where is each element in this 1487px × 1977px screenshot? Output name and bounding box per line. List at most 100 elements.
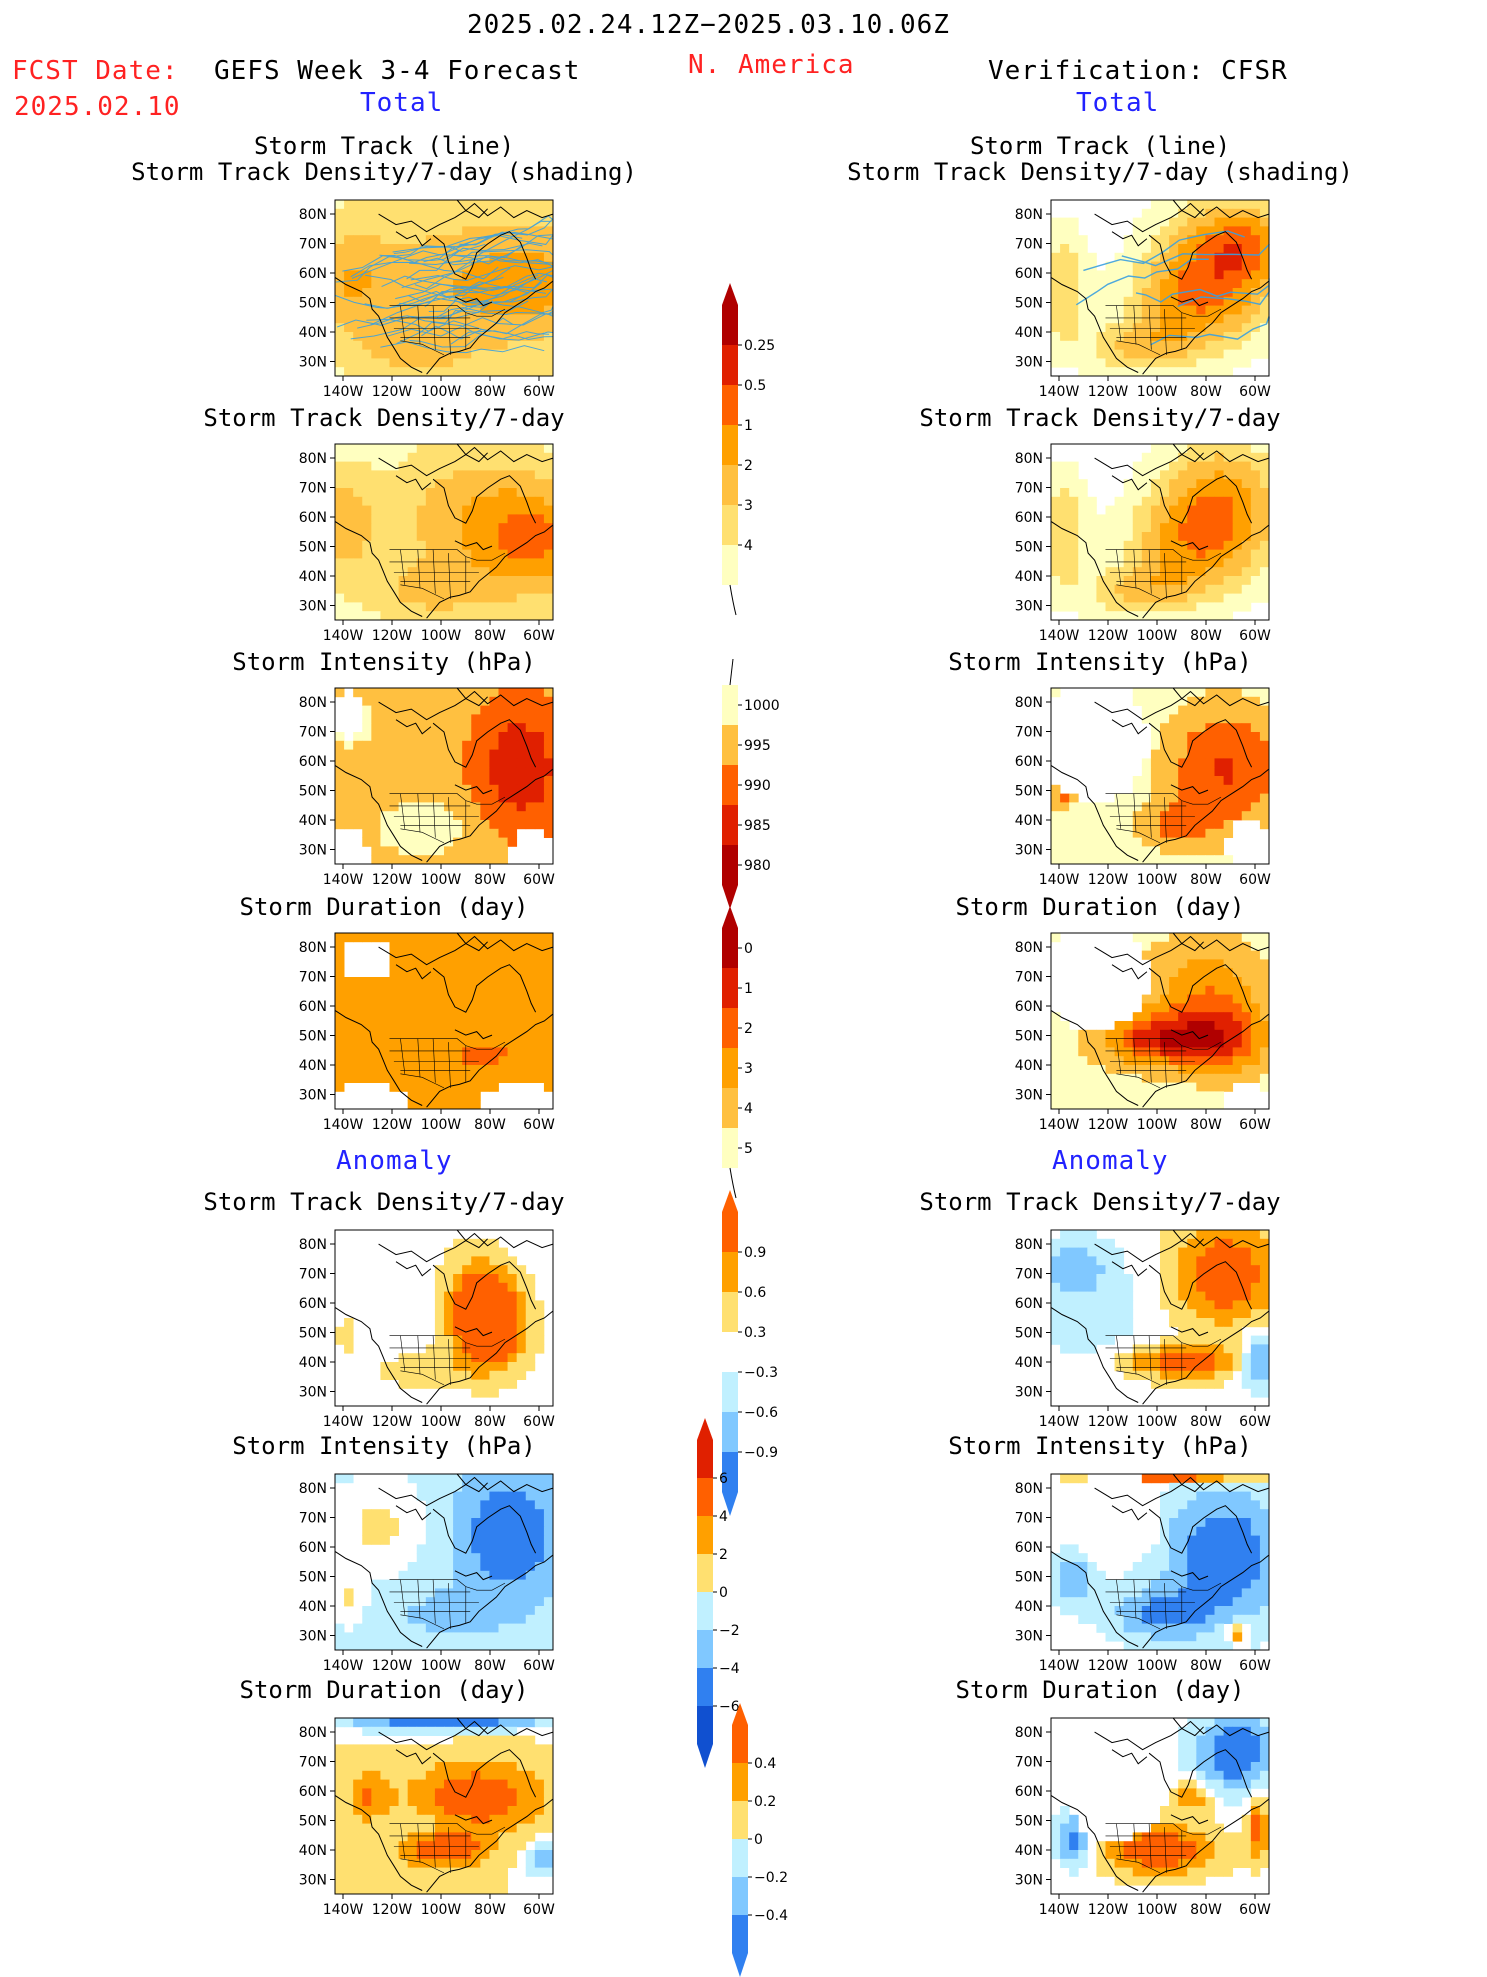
grid-cell bbox=[1096, 314, 1105, 323]
grid-cell bbox=[408, 444, 417, 453]
grid-cell bbox=[435, 453, 444, 462]
grid-cell bbox=[1160, 358, 1169, 367]
grid-cell bbox=[1115, 532, 1124, 541]
grid-cell bbox=[1151, 951, 1160, 960]
grid-cell bbox=[1078, 1344, 1087, 1353]
grid-cell bbox=[344, 986, 353, 995]
grid-cell bbox=[535, 1606, 544, 1615]
grid-cell bbox=[371, 1597, 380, 1606]
grid-cell bbox=[1151, 576, 1160, 585]
grid-cell bbox=[1260, 951, 1269, 960]
lon-label: 60W bbox=[1239, 628, 1271, 644]
grid-cell bbox=[535, 767, 544, 776]
grid-cell bbox=[1069, 829, 1078, 838]
grid-cell bbox=[453, 218, 462, 227]
grid-cell bbox=[1187, 1100, 1196, 1109]
grid-cell bbox=[353, 462, 362, 471]
grid-cell bbox=[517, 1003, 526, 1012]
grid-cell bbox=[1196, 767, 1205, 776]
grid-cell bbox=[1169, 550, 1178, 559]
grid-cell bbox=[444, 697, 453, 706]
grid-cell bbox=[1178, 550, 1187, 559]
grid-cell bbox=[1187, 244, 1196, 253]
grid-cell bbox=[1160, 1509, 1169, 1518]
lat-label: 30N bbox=[1015, 355, 1043, 371]
grid-cell bbox=[517, 576, 526, 585]
grid-cell bbox=[1224, 594, 1233, 603]
grid-cell bbox=[353, 1003, 362, 1012]
grid-cell bbox=[1224, 1474, 1233, 1483]
grid-cell bbox=[480, 1065, 489, 1074]
lon-label: 80W bbox=[474, 1414, 506, 1430]
grid-cell bbox=[390, 576, 399, 585]
grid-cell bbox=[499, 1309, 508, 1318]
grid-cell bbox=[480, 1388, 489, 1397]
grid-cell bbox=[1196, 470, 1205, 479]
lat-label: 70N bbox=[1015, 970, 1043, 986]
grid-cell bbox=[517, 1632, 526, 1641]
grid-cell bbox=[453, 602, 462, 611]
grid-cell bbox=[499, 1248, 508, 1257]
grid-cell bbox=[526, 933, 535, 942]
grid-cell bbox=[444, 1500, 453, 1509]
grid-cell bbox=[1060, 514, 1069, 523]
grid-cell bbox=[508, 1274, 517, 1283]
grid-cell bbox=[1160, 585, 1169, 594]
grid-cell bbox=[1205, 1256, 1214, 1265]
grid-cell bbox=[1260, 1344, 1269, 1353]
grid-cell bbox=[1251, 226, 1260, 235]
grid-cell bbox=[499, 986, 508, 995]
grid-cell bbox=[344, 288, 353, 297]
grid-cell bbox=[1251, 794, 1260, 803]
grid-cell bbox=[1096, 1283, 1105, 1292]
grid-cell bbox=[1260, 714, 1269, 723]
grid-cell bbox=[1087, 576, 1096, 585]
grid-cell bbox=[1124, 550, 1133, 559]
grid-cell bbox=[371, 209, 380, 218]
grid-cell bbox=[480, 514, 489, 523]
grid-cell bbox=[1260, 218, 1269, 227]
grid-cell bbox=[526, 470, 535, 479]
grid-cell bbox=[1069, 1562, 1078, 1571]
grid-cell bbox=[1151, 741, 1160, 750]
grid-cell bbox=[1096, 594, 1105, 603]
grid-cell bbox=[544, 611, 553, 620]
grid-cell bbox=[1142, 820, 1151, 829]
grid-cell bbox=[435, 611, 444, 620]
grid-cell bbox=[1196, 933, 1205, 942]
grid-cell bbox=[453, 1065, 462, 1074]
grid-cell bbox=[1087, 367, 1096, 376]
grid-cell bbox=[335, 1624, 344, 1633]
grid-cell bbox=[544, 758, 553, 767]
grid-cell bbox=[453, 1641, 462, 1650]
grid-cell bbox=[489, 1536, 498, 1545]
grid-cell bbox=[417, 776, 426, 785]
grid-cell bbox=[1196, 444, 1205, 453]
grid-cell bbox=[508, 986, 517, 995]
grid-cell bbox=[1078, 279, 1087, 288]
grid-cell bbox=[1051, 350, 1060, 359]
grid-cell bbox=[1087, 1300, 1096, 1309]
grid-cell bbox=[417, 1021, 426, 1030]
grid-cell bbox=[362, 1012, 371, 1021]
grid-cell bbox=[380, 986, 389, 995]
grid-cell bbox=[1051, 532, 1060, 541]
grid-cell bbox=[453, 1536, 462, 1545]
grid-cell bbox=[1078, 235, 1087, 244]
grid-cell bbox=[390, 1003, 399, 1012]
grid-cell bbox=[1142, 1039, 1151, 1048]
grid-cell bbox=[1124, 1274, 1133, 1283]
grid-cell bbox=[508, 523, 517, 532]
grid-cell bbox=[462, 1318, 471, 1327]
grid-cell bbox=[353, 1632, 362, 1641]
grid-cell bbox=[1060, 462, 1069, 471]
grid-cell bbox=[426, 697, 435, 706]
grid-cell bbox=[480, 820, 489, 829]
grid-cell bbox=[1242, 732, 1251, 741]
grid-cell bbox=[1205, 1021, 1214, 1030]
grid-cell bbox=[444, 341, 453, 350]
grid-cell bbox=[471, 594, 480, 603]
grid-cell bbox=[1078, 270, 1087, 279]
grid-cell bbox=[453, 1527, 462, 1536]
